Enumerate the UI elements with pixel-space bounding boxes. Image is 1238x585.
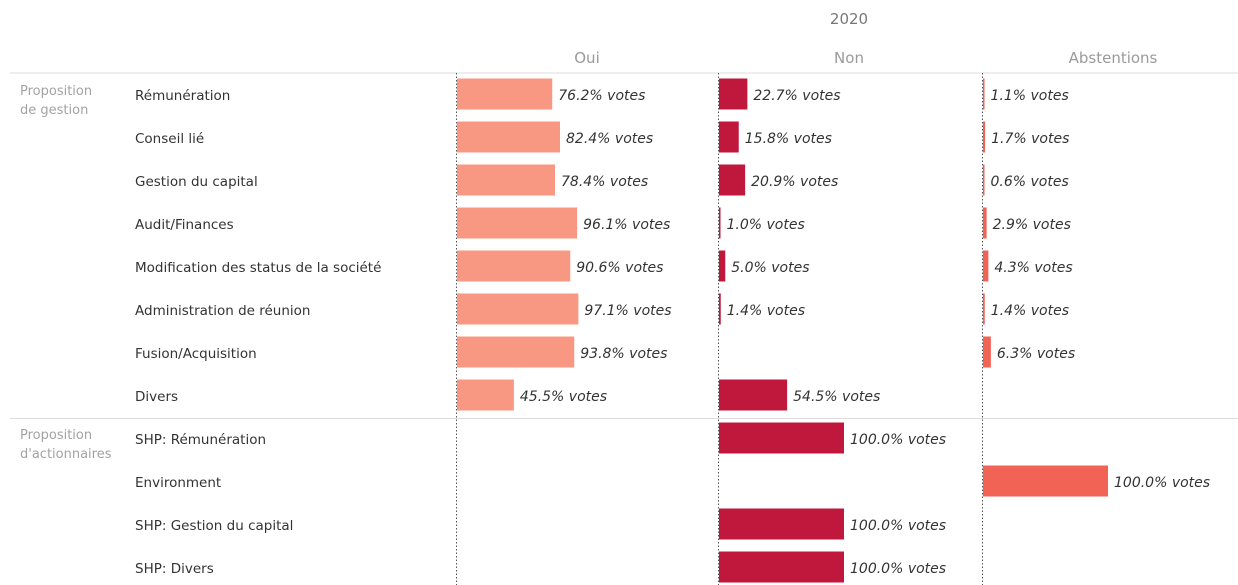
bar-oui [457,78,553,110]
row-label-administration-de-reunion: Administration de réunion [135,303,310,319]
bar-oui [457,336,575,368]
bar-oui [457,164,555,196]
data-label: 4.3% votes [994,260,1072,276]
bar-oui [457,121,560,153]
row-label-shp-gestion-du-capital: SHP: Gestion du capital [135,518,293,534]
bar-abstentions [983,78,985,110]
bar-abstentions [983,293,985,325]
bar-abstentions [983,250,989,282]
group-label: d'actionnaires [20,447,112,462]
bar-non [719,293,721,325]
data-label: 45.5% votes [520,389,607,405]
data-label: 90.6% votes [576,260,663,276]
data-label: 1.1% votes [991,88,1069,104]
column-header-oui: Oui [574,49,599,67]
data-label: 54.5% votes [793,389,880,405]
bar-oui [457,207,578,239]
chart-title: 2020 [830,10,868,28]
row-label-gestion-du-capital: Gestion du capital [135,174,258,190]
data-label: 20.9% votes [751,174,838,190]
bar-non [719,379,788,411]
data-label: 97.1% votes [584,303,671,319]
bar-abstentions [983,465,1108,497]
bar-abstentions [983,164,985,196]
row-label-remuneration: Rémunération [135,88,230,104]
data-label: 6.3% votes [997,346,1075,362]
bar-oui [457,293,579,325]
bar-non [719,250,726,282]
bar-non [719,121,739,153]
data-label: 0.6% votes [991,174,1069,190]
group-label: Proposition [20,84,92,99]
data-label: 100.0% votes [1114,475,1210,491]
bar-non [719,207,721,239]
group-label: Proposition [20,428,92,443]
data-label: 100.0% votes [850,518,946,534]
row-label-modification-des-status-de-la-societe: Modification des status de la société [135,260,381,276]
data-label: 5.0% votes [731,260,809,276]
data-label: 1.4% votes [991,303,1069,319]
data-label: 100.0% votes [850,561,946,577]
data-label: 15.8% votes [745,131,832,147]
row-label-environment: Environment [135,475,221,491]
group-label: de gestion [20,103,88,118]
data-label: 93.8% votes [580,346,667,362]
row-label-shp-divers: SHP: Divers [135,561,214,577]
data-label: 1.4% votes [727,303,805,319]
bar-abstentions [983,207,987,239]
bar-non [719,78,748,110]
data-label: 76.2% votes [558,88,645,104]
bar-abstentions [983,336,991,368]
row-label-audit-finances: Audit/Finances [135,217,234,233]
data-label: 78.4% votes [561,174,648,190]
data-label: 22.7% votes [753,88,840,104]
column-header-non: Non [834,49,864,67]
row-label-shp-remuneration: SHP: Rémunération [135,432,266,448]
bar-non [719,508,844,540]
row-label-divers: Divers [135,389,178,405]
data-label: 82.4% votes [566,131,653,147]
bar-non [719,422,844,454]
bar-non [719,164,746,196]
data-label: 2.9% votes [993,217,1071,233]
bar-oui [457,250,571,282]
data-label: 1.7% votes [991,131,1069,147]
data-label: 96.1% votes [583,217,670,233]
bar-oui [457,379,514,411]
data-label: 1.0% votes [727,217,805,233]
column-header-abstentions: Abstentions [1069,49,1158,67]
row-label-fusion-acquisition: Fusion/Acquisition [135,346,257,362]
data-label: 100.0% votes [850,432,946,448]
bar-non [719,551,844,583]
row-label-conseil-lie: Conseil lié [135,131,204,147]
bar-abstentions [983,121,986,153]
